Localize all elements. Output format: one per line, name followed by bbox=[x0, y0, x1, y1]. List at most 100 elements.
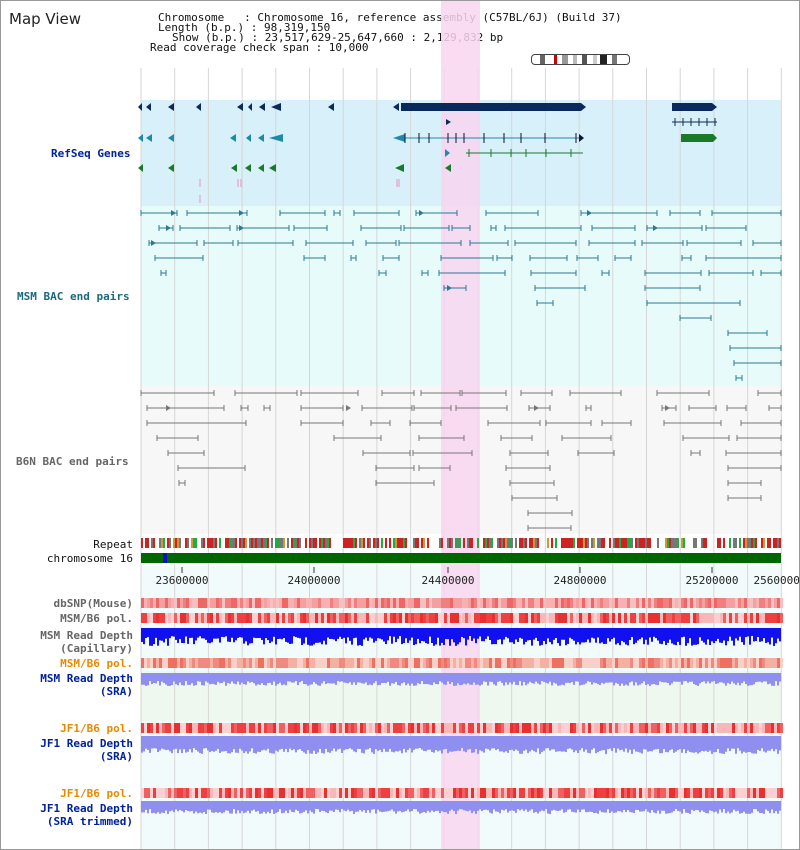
msm-depth-bar bbox=[469, 628, 471, 637]
msm-sra-depth-bar bbox=[415, 673, 417, 686]
jf1-b6-pol-trim-cell bbox=[372, 788, 375, 798]
jf1-b6-pol-trim-cell bbox=[189, 788, 192, 798]
repeat-mark bbox=[565, 538, 567, 548]
msm-depth-bar bbox=[595, 628, 597, 643]
jf1-b6-pol-trim-cell bbox=[324, 788, 327, 798]
repeat-mark bbox=[515, 538, 517, 548]
dbsnp-cell bbox=[321, 598, 324, 608]
jf1-b6-pol-cell bbox=[630, 723, 633, 733]
msm-depth-bar bbox=[319, 628, 321, 643]
jf1-trim-depth-bar bbox=[573, 801, 575, 813]
msm-bac-track-label[interactable]: MSM BAC end pairs bbox=[17, 290, 130, 303]
msm-b6-pol-sra-cell bbox=[519, 658, 522, 668]
refseq-track-label[interactable]: RefSeq Genes bbox=[51, 147, 131, 160]
jf1-sra-depth-bar bbox=[581, 736, 583, 749]
jf1-b6-pol-trim-cell bbox=[462, 788, 465, 798]
jf1-b6-pol-trim-cell bbox=[636, 788, 639, 798]
jf1-b6-pol-cell bbox=[468, 723, 471, 733]
msm-b6-pol-sra-cell bbox=[642, 658, 645, 668]
repeat-mark bbox=[519, 538, 521, 548]
jf1-trim-depth-bar bbox=[269, 801, 271, 814]
msm-b6-pol-sra-cell bbox=[747, 658, 750, 668]
repeat-mark bbox=[675, 538, 677, 548]
jf1-sra-depth-bar bbox=[467, 736, 469, 750]
msm-b6-pol-sra-cell bbox=[381, 658, 384, 668]
jf1-b6-pol-cell bbox=[387, 723, 390, 733]
msm-sra-depth-bar bbox=[747, 673, 749, 686]
msm-b6-pol-cell bbox=[588, 613, 591, 623]
jf1-sra-depth-bar bbox=[379, 736, 381, 750]
msm-b6-pol-sra-cell bbox=[534, 658, 537, 668]
jf1-trim-depth-bar bbox=[399, 801, 401, 811]
msm-b6-pol-sra-cell bbox=[507, 658, 510, 668]
msm-depth-bar bbox=[227, 628, 229, 642]
msm-b6-pol-sra-cell bbox=[339, 658, 342, 668]
repeat-mark bbox=[163, 538, 165, 548]
msm-depth-bar bbox=[207, 628, 209, 643]
msm-b6-pol-cell bbox=[297, 613, 300, 623]
dbsnp-cell bbox=[381, 598, 384, 608]
msm-sra-depth-bar bbox=[517, 673, 519, 686]
dbsnp-cell bbox=[210, 598, 213, 608]
msm-b6-pol-sra-cell bbox=[513, 658, 516, 668]
msm-depth-bar bbox=[627, 628, 629, 646]
jf1-sra-depth-bar bbox=[173, 736, 175, 750]
jf1-trim-depth-bar bbox=[379, 801, 381, 812]
msm-b6-pol-cell bbox=[585, 613, 588, 623]
jf1-trim-depth-bar bbox=[619, 801, 621, 812]
msm-sra-depth-bar bbox=[487, 673, 489, 686]
jf1-trim-depth-bar bbox=[499, 801, 501, 814]
msm-depth-bar bbox=[161, 628, 163, 641]
jf1-b6-pol-cell bbox=[750, 723, 753, 733]
chromosome-ideogram[interactable] bbox=[531, 54, 630, 65]
msm-b6-pol-cell bbox=[501, 613, 504, 623]
msm-b6-pol-sra-cell bbox=[597, 658, 600, 668]
jf1-b6-pol-trim-cell bbox=[408, 788, 411, 798]
jf1-b6-pol-trim-cell bbox=[276, 788, 279, 798]
dbsnp-cell bbox=[228, 598, 231, 608]
msm-depth-bar bbox=[155, 628, 157, 638]
msm-depth-bar bbox=[727, 628, 729, 642]
msm-depth-bar bbox=[367, 628, 369, 641]
msm-depth-bar bbox=[663, 628, 665, 642]
jf1-b6-pol-trim-cell bbox=[315, 788, 318, 798]
repeat-mark bbox=[523, 538, 525, 548]
jf1-b6-pol-trim-cell bbox=[726, 788, 729, 798]
jf1-b6-pol-trim-cell bbox=[621, 788, 624, 798]
msm-sra-depth-bar bbox=[661, 673, 663, 683]
jf1-b6-pol-trim-cell bbox=[555, 788, 558, 798]
msm-depth-bar bbox=[749, 628, 751, 645]
msm-sra-depth-bar bbox=[665, 673, 667, 683]
jf1-b6-pol-cell bbox=[519, 723, 522, 733]
jf1-b6-pol-trim-cell bbox=[471, 788, 474, 798]
jf1-b6-pol-cell bbox=[537, 723, 540, 733]
msm-depth-bar bbox=[311, 628, 313, 646]
msm-depth-bar bbox=[393, 628, 395, 637]
dbsnp-cell bbox=[336, 598, 339, 608]
msm-b6-pol-sra-cell bbox=[495, 658, 498, 668]
msm-sra-depth-bar bbox=[347, 673, 349, 684]
msm-depth-bar bbox=[409, 628, 411, 641]
repeat-mark bbox=[567, 538, 569, 548]
jf1-trim-depth-bar bbox=[641, 801, 643, 812]
msm-depth-bar bbox=[325, 628, 327, 645]
msm-b6-pol-sra-cell bbox=[726, 658, 729, 668]
jf1-sra-depth-bar bbox=[675, 736, 677, 752]
jf1-sra-depth-bar bbox=[345, 736, 347, 750]
msm-sra-depth-bar bbox=[311, 673, 313, 685]
jf1-b6-pol-trim-cell bbox=[285, 788, 288, 798]
dbsnp-cell bbox=[444, 598, 447, 608]
msm-depth-bar bbox=[233, 628, 235, 643]
msm-b6-pol-sra-cell bbox=[291, 658, 294, 668]
jf1-b6-pol-trim-cell bbox=[381, 788, 384, 798]
jf1-sra-depth-bar bbox=[775, 736, 777, 750]
msm-sra-depth-bar bbox=[777, 673, 779, 686]
repeat-mark bbox=[645, 538, 647, 548]
msm-sra-depth-bar bbox=[489, 673, 491, 682]
dbsnp-cell bbox=[621, 598, 624, 608]
jf1-b6-pol-trim-cell bbox=[642, 788, 645, 798]
b6n-bac-track-label[interactable]: B6N BAC end pairs bbox=[16, 455, 129, 468]
jf1-trim-depth-bar bbox=[297, 801, 299, 811]
msm-b6-pol-sra-cell bbox=[234, 658, 237, 668]
